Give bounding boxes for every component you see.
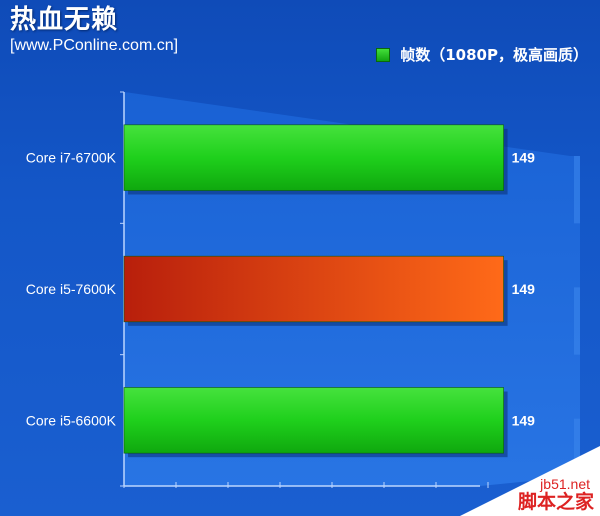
- bar: [123, 255, 504, 323]
- grid-band: [574, 287, 580, 355]
- category-label: Core i7-6700K: [26, 150, 117, 166]
- page-title: 热血无赖: [10, 5, 119, 35]
- value-label: 149: [512, 281, 536, 297]
- grid-band: [574, 418, 580, 486]
- watermark: jb51.net 脚本之家: [460, 446, 600, 516]
- grid-band: [574, 156, 580, 224]
- value-label: 149: [512, 412, 536, 428]
- legend: 帧数（1080P，极高画质）: [376, 44, 588, 65]
- watermark-name: 脚本之家: [517, 491, 594, 513]
- watermark-url: jb51.net: [540, 476, 590, 492]
- category-label: Core i5-7600K: [26, 281, 117, 297]
- bar: [123, 387, 504, 454]
- watermark-corner-icon: [460, 446, 600, 516]
- source-subtitle: [www.PConline.com.cn]: [10, 37, 179, 54]
- labels-layer: Core i7-6700K 149 Core i5-7600K 149 Core i5-…: [26, 150, 535, 429]
- category-label: Core i5-6600K: [26, 412, 117, 428]
- bar: [123, 124, 504, 191]
- bars-layer: [123, 124, 508, 458]
- value-label: 149: [512, 150, 536, 166]
- legend-swatch: [376, 47, 391, 62]
- legend-label: 帧数（1080P，极高画质）: [400, 46, 588, 64]
